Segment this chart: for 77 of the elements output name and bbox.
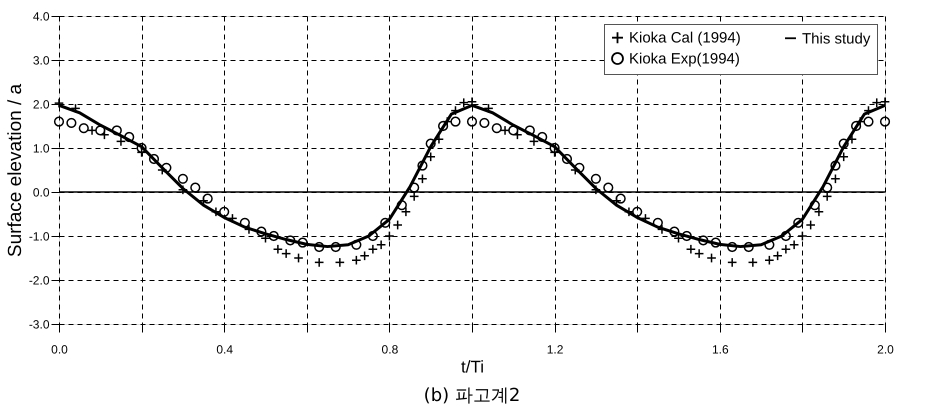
point [314,242,324,252]
point [219,206,230,217]
point [863,116,874,127]
point [417,160,428,171]
point [669,226,680,237]
x-tick-label: 0.0 [51,342,68,356]
point [652,218,663,228]
x-tick-label: 0.8 [382,342,399,356]
point [880,116,890,127]
legend-label: This study [802,30,871,48]
point [148,154,160,164]
point [450,116,461,127]
point [396,200,407,210]
point [810,200,820,210]
point [524,125,535,136]
point [710,238,721,248]
x-tick-label: 0.4 [216,342,234,356]
point [298,238,308,248]
point [616,194,626,204]
point [550,142,560,154]
point [603,182,614,193]
point [698,235,708,246]
y-tick-label: 2.0 [32,98,50,112]
point [744,242,754,252]
point [240,218,250,228]
y-tick-label: -2.0 [28,274,50,288]
point [632,206,642,217]
y-tick-label: -1.0 [28,230,50,244]
point [682,230,692,242]
point [479,118,490,128]
point [268,230,279,242]
point [380,218,390,228]
point [851,120,862,132]
point [409,182,420,193]
point [508,125,518,136]
point [438,120,448,132]
y-tick-label: 1.0 [32,142,50,156]
point [574,162,584,173]
y-tick-label: 3.0 [32,54,50,68]
point [537,132,548,142]
x-tick-label: 1.2 [546,342,564,356]
y-tick-label: 4.0 [32,10,50,24]
x-tick-label: 1.6 [712,342,729,356]
point [562,154,572,164]
point [95,125,106,136]
point [590,174,601,184]
y-tick-label: 0.0 [32,186,50,200]
point [256,226,266,237]
point [727,242,738,252]
point [830,160,841,171]
point [368,230,378,242]
x-tick-label: 2.0 [877,342,894,356]
point [780,230,791,242]
point [822,182,832,193]
point [426,138,436,149]
point [330,242,341,252]
point [351,240,362,250]
legend-label: Kioka Exp(1994) [629,50,740,68]
y-tick-label: -3.0 [28,318,50,332]
x-axis-title: t/Ti [461,358,484,376]
point [178,174,188,184]
legend-label: Kioka Cal (1994) [629,30,741,47]
text: (b) 파고계2 [424,385,520,406]
point [124,132,134,142]
point [285,235,296,246]
point [161,162,172,173]
point [112,125,122,136]
point [190,182,200,193]
point [764,240,774,250]
point [54,116,64,127]
point [202,194,213,204]
point [466,116,478,127]
point [838,138,849,149]
point [136,142,147,154]
point [66,118,76,128]
point [793,218,804,228]
y-axis-title: Surface elevation / a [4,83,26,258]
